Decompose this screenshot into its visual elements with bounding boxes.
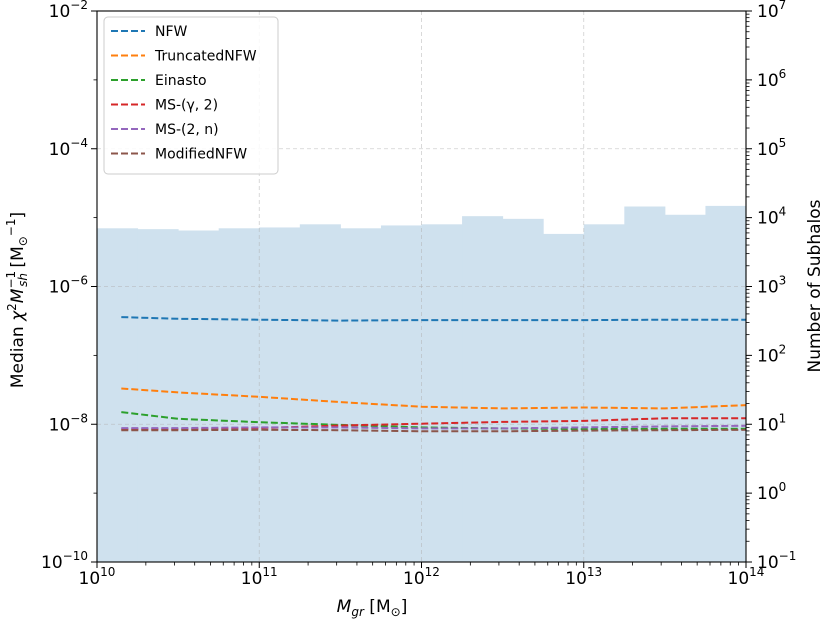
x-tick-label: 1012 bbox=[403, 565, 440, 589]
histogram-bar bbox=[421, 224, 463, 562]
histogram-bar bbox=[259, 227, 301, 562]
x-axis-label: Mgr [M⊙] bbox=[337, 597, 408, 619]
right-y-tick-label: 103 bbox=[757, 274, 786, 298]
legend-label: Einasto bbox=[155, 73, 207, 89]
left-y-tick-label: 10−10 bbox=[41, 549, 88, 573]
histogram-bar bbox=[624, 206, 666, 562]
histogram-bar bbox=[502, 218, 544, 562]
series-line bbox=[121, 316, 746, 322]
series-line bbox=[121, 424, 746, 430]
left-y-tick-label: 10−4 bbox=[49, 136, 88, 160]
right-y-tick-label: 107 bbox=[757, 0, 786, 22]
series-line bbox=[121, 387, 746, 410]
x-tick-label: 1011 bbox=[241, 565, 278, 589]
legend-box bbox=[103, 16, 279, 175]
right-y-tick-label: 100 bbox=[757, 480, 786, 504]
legend-label: MS-(2, n) bbox=[155, 122, 219, 138]
right-y-axis-ticks: 107 106 105 104 103 102 101 100 10−1 bbox=[746, 0, 796, 573]
histogram-bar bbox=[178, 230, 220, 562]
legend-label: NFW bbox=[155, 24, 188, 40]
histogram-bar bbox=[543, 233, 585, 562]
histogram-bar bbox=[583, 224, 625, 562]
legend-label: MS-(γ, 2) bbox=[155, 98, 218, 114]
right-y-tick-label: 104 bbox=[757, 205, 786, 229]
right-y-tick-label: 105 bbox=[757, 136, 786, 160]
histogram-bar bbox=[380, 225, 422, 562]
histogram-bar bbox=[340, 228, 382, 562]
histogram-bar bbox=[664, 214, 706, 562]
histogram-bar bbox=[137, 229, 179, 562]
histogram-bar bbox=[299, 224, 341, 562]
series-line bbox=[121, 428, 746, 433]
x-tick-label: 1013 bbox=[565, 565, 602, 589]
x-tick-label: 1010 bbox=[79, 565, 116, 589]
left-y-axis-label: Median χ2M−1sh [M⊙−1] bbox=[4, 212, 30, 388]
x-axis-ticks: 1010 1011 1012 1013 1014 bbox=[79, 562, 765, 589]
right-y-tick-label: 10−1 bbox=[757, 549, 796, 573]
right-y-tick-label: 101 bbox=[757, 411, 786, 435]
left-y-tick-label: 10−6 bbox=[49, 274, 88, 298]
right-y-axis-label: Number of Subhalos bbox=[805, 199, 825, 372]
legend: NFW TruncatedNFW Einasto MS-(γ, 2) MS-(2, n)… bbox=[103, 16, 279, 175]
histogram-bar bbox=[705, 205, 746, 562]
right-y-tick-label: 102 bbox=[757, 342, 786, 366]
histogram-bar bbox=[97, 228, 139, 562]
legend-label: ModifiedNFW bbox=[155, 147, 247, 163]
left-y-tick-label: 10−2 bbox=[49, 0, 88, 22]
histogram-bar bbox=[462, 216, 504, 562]
left-y-tick-label: 10−8 bbox=[49, 411, 88, 435]
left-y-axis-ticks: 10−2 10−4 10−6 10−8 10−10 bbox=[41, 0, 97, 573]
series-lines bbox=[121, 316, 746, 433]
legend-label: TruncatedNFW bbox=[154, 49, 257, 65]
x-tick-label: 1014 bbox=[728, 565, 765, 589]
right-y-tick-label: 106 bbox=[757, 67, 786, 91]
